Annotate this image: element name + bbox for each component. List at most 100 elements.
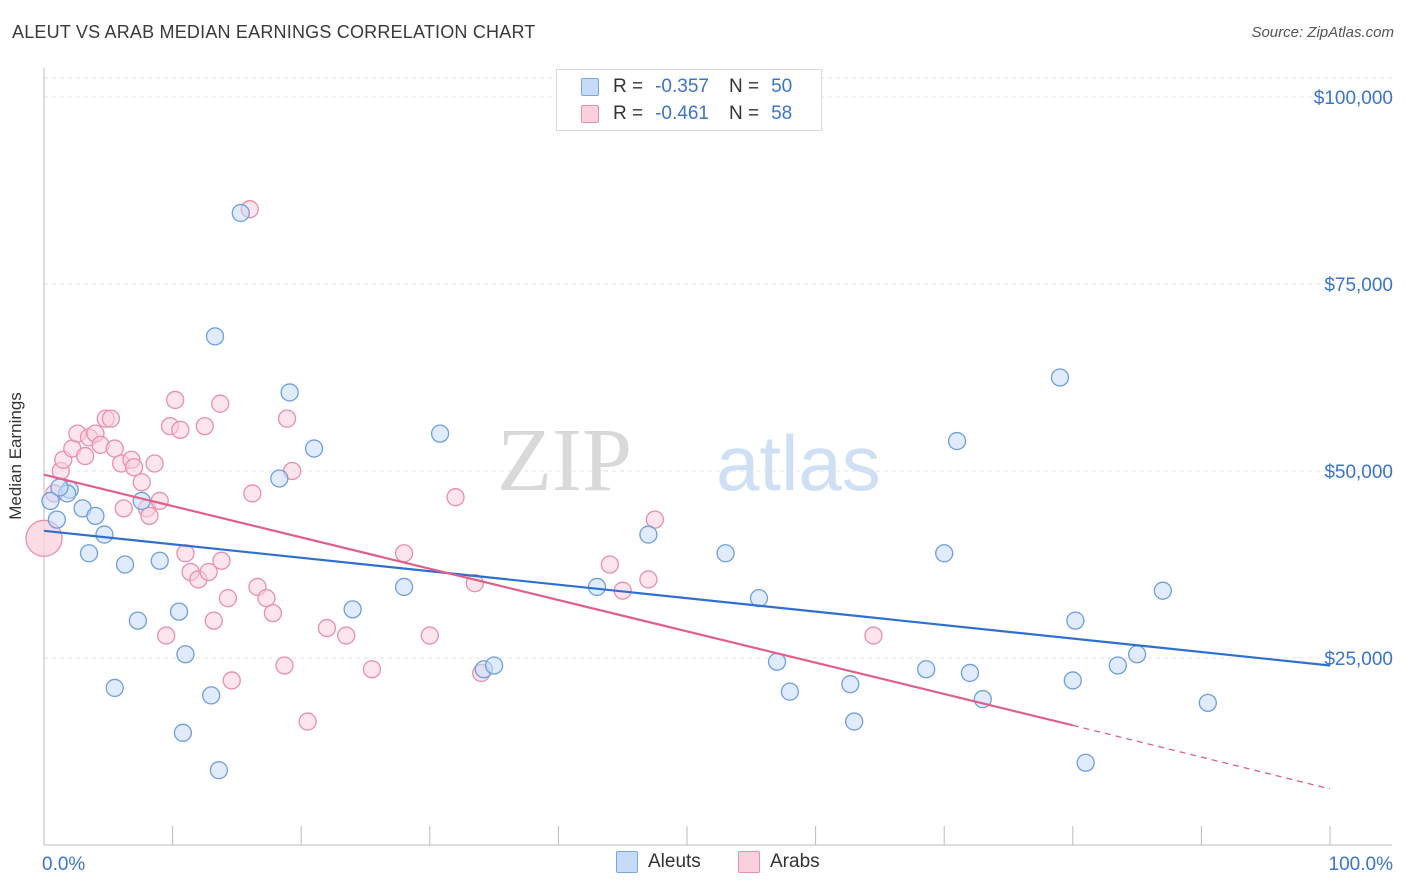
aleut-point bbox=[1108, 656, 1127, 675]
aleut-point bbox=[1127, 645, 1147, 664]
aleut-n-label: N = bbox=[728, 76, 760, 97]
arab-point bbox=[166, 390, 185, 410]
arab-point bbox=[263, 603, 283, 623]
arab-point bbox=[204, 611, 223, 630]
arab-point bbox=[362, 660, 382, 679]
watermark-zip: ZIP bbox=[497, 411, 632, 510]
aleuts-legend-swatch bbox=[616, 851, 638, 873]
arab-point bbox=[101, 409, 121, 428]
aleut-point bbox=[209, 761, 229, 780]
aleut-point bbox=[716, 544, 735, 563]
aleut-point bbox=[960, 663, 980, 683]
arab-point bbox=[76, 446, 95, 466]
arab-point bbox=[275, 656, 294, 675]
aleut-point bbox=[935, 544, 954, 563]
legend-item-aleuts[interactable]: Aleuts bbox=[616, 851, 701, 873]
aleut-point bbox=[115, 555, 135, 574]
arabs-legend-label: Arabs bbox=[770, 851, 820, 872]
watermark-atlas: atlas bbox=[716, 419, 881, 507]
aleut-point bbox=[176, 645, 195, 664]
aleut-point bbox=[1063, 671, 1082, 690]
arab-n-value: 58 bbox=[771, 103, 793, 124]
arab-point bbox=[212, 551, 231, 570]
watermark: ZIP atlas bbox=[497, 411, 881, 510]
aleut-point bbox=[1198, 693, 1217, 713]
tick-labels: $25,000 $50,000 $75,000 $100,000 0.0% 100.0% bbox=[42, 88, 1393, 875]
arab-point bbox=[864, 626, 883, 645]
aleut-point bbox=[41, 491, 60, 511]
aleut-point bbox=[1050, 368, 1070, 387]
aleut-point bbox=[304, 439, 324, 458]
y-axis-label: Median Earnings bbox=[6, 392, 25, 520]
arab-point bbox=[157, 626, 176, 645]
aleut-point bbox=[587, 577, 607, 597]
aleut-point bbox=[280, 383, 299, 402]
arab-point bbox=[420, 626, 439, 645]
arab-point bbox=[211, 394, 230, 413]
arab-r-label: R = bbox=[613, 103, 644, 124]
aleut-point bbox=[780, 682, 800, 701]
arab-point bbox=[132, 473, 151, 492]
legend-row-arab: R = -0.461 N = 58 bbox=[581, 101, 792, 127]
arab-point bbox=[140, 506, 159, 526]
aleut-point bbox=[394, 577, 414, 597]
aleut-points bbox=[41, 203, 1217, 780]
arab-trend-extension bbox=[1072, 724, 1331, 790]
trend-lines bbox=[43, 473, 1331, 790]
aleut-point bbox=[205, 327, 225, 346]
arab-n-label: N = bbox=[728, 103, 760, 124]
series-legend: Aleuts Arabs bbox=[0, 851, 1406, 877]
aleuts-legend-label: Aleuts bbox=[648, 851, 701, 872]
chart-title: ALEUT VS ARAB MEDIAN EARNINGS CORRELATIO… bbox=[12, 22, 536, 42]
arab-point bbox=[600, 555, 619, 574]
arab-point bbox=[298, 712, 317, 731]
legend-item-arabs[interactable]: Arabs bbox=[738, 851, 820, 873]
aleut-swatch bbox=[581, 78, 599, 96]
aleut-point bbox=[343, 600, 362, 619]
arab-point bbox=[222, 671, 241, 690]
arab-point bbox=[317, 618, 337, 638]
arab-point bbox=[277, 409, 297, 428]
aleut-point bbox=[845, 712, 864, 731]
arab-point bbox=[114, 499, 133, 518]
aleut-point bbox=[173, 723, 193, 742]
aleut-point bbox=[1076, 753, 1095, 772]
aleut-point bbox=[917, 660, 936, 679]
aleut-point bbox=[95, 525, 114, 544]
aleut-point bbox=[47, 510, 67, 529]
arab-point bbox=[243, 484, 262, 503]
aleut-r-label: R = bbox=[613, 76, 644, 97]
arab-point bbox=[199, 562, 218, 582]
arab-point bbox=[394, 544, 414, 563]
arab-point bbox=[25, 519, 63, 557]
axes bbox=[43, 68, 1392, 846]
aleut-point bbox=[231, 203, 250, 223]
legend-row-aleut: R = -0.357 N = 50 bbox=[581, 74, 792, 100]
aleut-point bbox=[105, 678, 124, 698]
arab-point bbox=[145, 454, 164, 473]
aleut-point bbox=[430, 424, 450, 443]
x-tick-label-end: 100.0% bbox=[1329, 854, 1394, 875]
y-tick-label: $50,000 bbox=[1324, 462, 1393, 483]
y-tick-label: $25,000 bbox=[1324, 649, 1393, 670]
aleut-point bbox=[841, 675, 860, 694]
aleut-point bbox=[86, 506, 105, 526]
aleut-point bbox=[169, 602, 189, 621]
arab-point bbox=[218, 589, 238, 608]
grid-lines bbox=[44, 77, 1392, 659]
y-tick-label: $75,000 bbox=[1324, 275, 1393, 296]
aleut-point bbox=[639, 525, 658, 544]
aleut-r-value: -0.357 bbox=[655, 76, 709, 97]
arab-point bbox=[124, 458, 144, 477]
aleut-point bbox=[947, 431, 967, 451]
correlation-legend: R = -0.357 N = 50 R = -0.461 N = 58 bbox=[556, 69, 822, 131]
aleut-point bbox=[150, 551, 169, 570]
arab-point bbox=[639, 570, 658, 589]
arab-r-value: -0.461 bbox=[655, 103, 709, 124]
arabs-legend-swatch bbox=[738, 851, 760, 873]
aleut-point bbox=[484, 656, 504, 675]
arab-point bbox=[171, 420, 190, 440]
aleut-n-value: 50 bbox=[771, 76, 793, 97]
arab-point bbox=[446, 488, 465, 507]
